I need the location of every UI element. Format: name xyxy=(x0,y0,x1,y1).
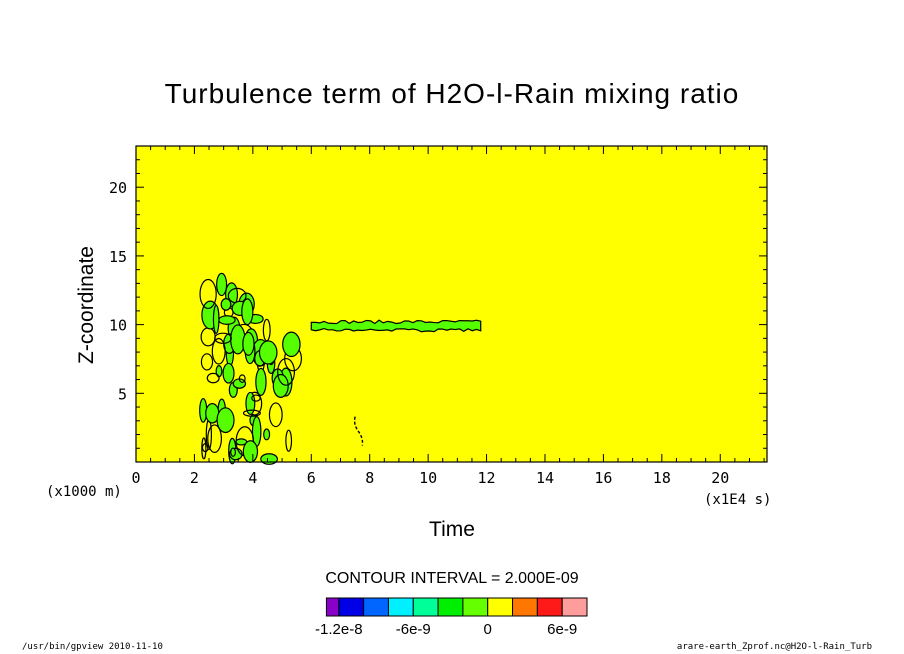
x-tick-label: 18 xyxy=(653,469,671,487)
contour-patch xyxy=(214,332,232,344)
contour-patch xyxy=(216,407,235,434)
x-tick-label: 20 xyxy=(711,469,729,487)
colorbar-labels: -1.2e-8 -6e-9 0 6e-9 xyxy=(315,621,577,638)
colorbar xyxy=(325,597,588,617)
x-axis-label: Time xyxy=(429,518,475,541)
contour-patch xyxy=(285,429,293,452)
contour-patch xyxy=(272,373,289,398)
contour-patch xyxy=(207,424,222,453)
anvil-contour xyxy=(310,319,482,333)
contour-patch xyxy=(222,362,235,384)
y-axis-unit-label: (x1000 m) xyxy=(46,484,122,500)
contour-patch xyxy=(220,298,232,311)
contour-patch xyxy=(263,428,271,441)
y-tick-label: 10 xyxy=(109,317,127,335)
contour-patch xyxy=(201,437,207,460)
contour-patch xyxy=(242,440,259,463)
contour-patch xyxy=(201,443,209,453)
colorbar-swatch xyxy=(462,597,489,617)
colorbar-tick-label: -6e-9 xyxy=(396,621,431,638)
colorbar-tick-label: 6e-9 xyxy=(547,621,577,638)
contour-features xyxy=(199,272,482,465)
colorbar-swatch xyxy=(412,597,439,617)
contour-patch xyxy=(260,453,278,465)
footer-right-label: arare-earth_Zprof.nc@H2O-l-Rain_Turb xyxy=(677,642,872,652)
x-tick-label: 8 xyxy=(365,469,374,487)
y-axis-label: Z-coordinate xyxy=(75,246,98,364)
contour-patch xyxy=(241,298,254,326)
plot-frame xyxy=(135,145,768,463)
colorbar-swatch xyxy=(387,597,414,617)
x-axis-ticks: 0 2 4 6 8 10 12 14 16 18 20 xyxy=(131,146,765,487)
y-tick-label: 15 xyxy=(109,248,127,266)
contour-patch xyxy=(282,331,301,358)
contour-patch xyxy=(218,315,236,325)
contour-patch xyxy=(212,304,220,334)
contour-patch xyxy=(199,278,217,310)
x-tick-label: 14 xyxy=(536,469,554,487)
chart-title: Turbulence term of H2O-l-Rain mixing rat… xyxy=(165,78,740,109)
y-tick-label: 5 xyxy=(118,385,127,403)
colorbar-swatch xyxy=(325,597,340,617)
colorbar-swatch xyxy=(487,597,514,617)
colorbar-tick-label: 0 xyxy=(484,621,492,638)
x-tick-label: 2 xyxy=(190,469,199,487)
contour-patch xyxy=(255,367,267,396)
contour-patch xyxy=(245,391,256,415)
contour-patch xyxy=(211,337,226,365)
contour-patch xyxy=(268,402,283,428)
colorbar-tick-label: -1.2e-8 xyxy=(315,621,363,638)
colorbar-swatch xyxy=(437,597,464,617)
contour-patch xyxy=(242,409,261,417)
colorbar-swatch xyxy=(512,597,538,617)
x-axis-unit-label: (x1E4 s) xyxy=(704,492,771,508)
x-tick-label: 4 xyxy=(248,469,257,487)
contour-interval-label: CONTOUR INTERVAL = 2.000E-09 xyxy=(325,570,578,587)
y-tick-label: 20 xyxy=(109,179,127,197)
y-axis-ticks: 5 10 15 20 xyxy=(109,159,767,449)
footer-left-label: /usr/bin/gpview 2010-11-10 xyxy=(22,642,163,652)
contour-patch xyxy=(238,374,246,384)
contour-patch xyxy=(242,331,255,356)
contour-patch xyxy=(251,394,261,402)
colorbar-swatch xyxy=(363,597,389,617)
x-tick-label: 12 xyxy=(478,469,496,487)
plot-area: 0 2 4 6 8 10 12 14 16 18 20 5 10 15 20 xyxy=(109,145,768,487)
x-tick-label: 6 xyxy=(307,469,316,487)
isolated-contour xyxy=(353,416,364,446)
x-tick-label: 0 xyxy=(131,469,140,487)
contour-patch xyxy=(258,340,278,365)
x-tick-label: 10 xyxy=(419,469,437,487)
contour-patch xyxy=(200,353,214,371)
contour-patch xyxy=(277,357,295,386)
colorbar-swatch xyxy=(561,597,588,617)
colorbar-swatch xyxy=(536,597,563,617)
contour-patch xyxy=(230,447,236,457)
contour-patch xyxy=(206,372,220,384)
x-tick-label: 16 xyxy=(594,469,612,487)
contour-patch xyxy=(216,272,228,297)
colorbar-swatch xyxy=(338,597,365,617)
